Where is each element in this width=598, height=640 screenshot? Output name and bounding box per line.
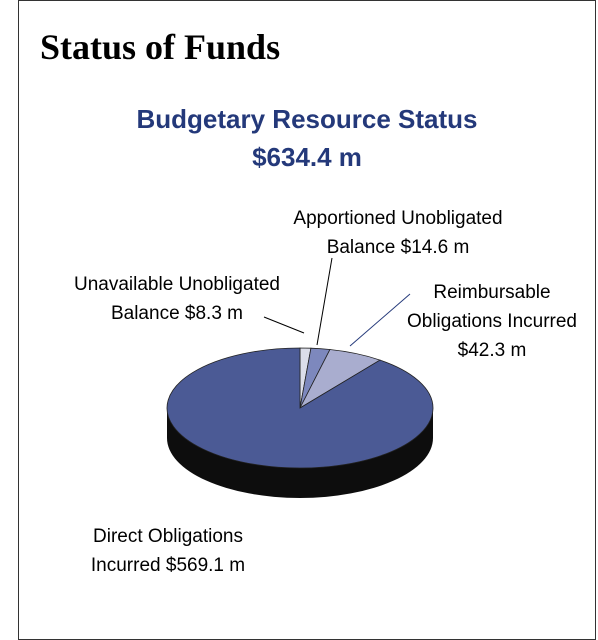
- value-label: $8.3 m: [184, 303, 244, 324]
- heading: Status of Funds: [40, 27, 281, 67]
- slice-label: Direct Obligations Incurred $569.1 m: [68, 522, 268, 580]
- leader-line: [263, 316, 305, 334]
- value-label: $42.3 m: [457, 340, 527, 361]
- value-label: $14.6 m: [400, 237, 470, 258]
- leader-line: [349, 293, 411, 347]
- slice-label: Reimbursable Obligations Incurred $42.3 …: [400, 278, 584, 365]
- chart-subtitle: $634.4 m: [252, 142, 362, 172]
- category-label: Apportioned Unobligated Balance: [293, 208, 503, 258]
- category-label: Unavailable Unobligated Balance: [74, 274, 280, 324]
- category-label: Reimbursable Obligations Incurred: [406, 282, 578, 332]
- value-label: $569.1 m: [165, 555, 246, 576]
- slice-label: Apportioned Unobligated Balance $14.6 m: [260, 204, 536, 262]
- chart-title: Budgetary Resource Status: [136, 104, 478, 134]
- pie-slice: [166, 347, 434, 469]
- category-label: Direct Obligations Incurred: [90, 526, 243, 576]
- slice-label: Unavailable Unobligated Balance $8.3 m: [42, 270, 312, 328]
- leader-line: [316, 257, 333, 346]
